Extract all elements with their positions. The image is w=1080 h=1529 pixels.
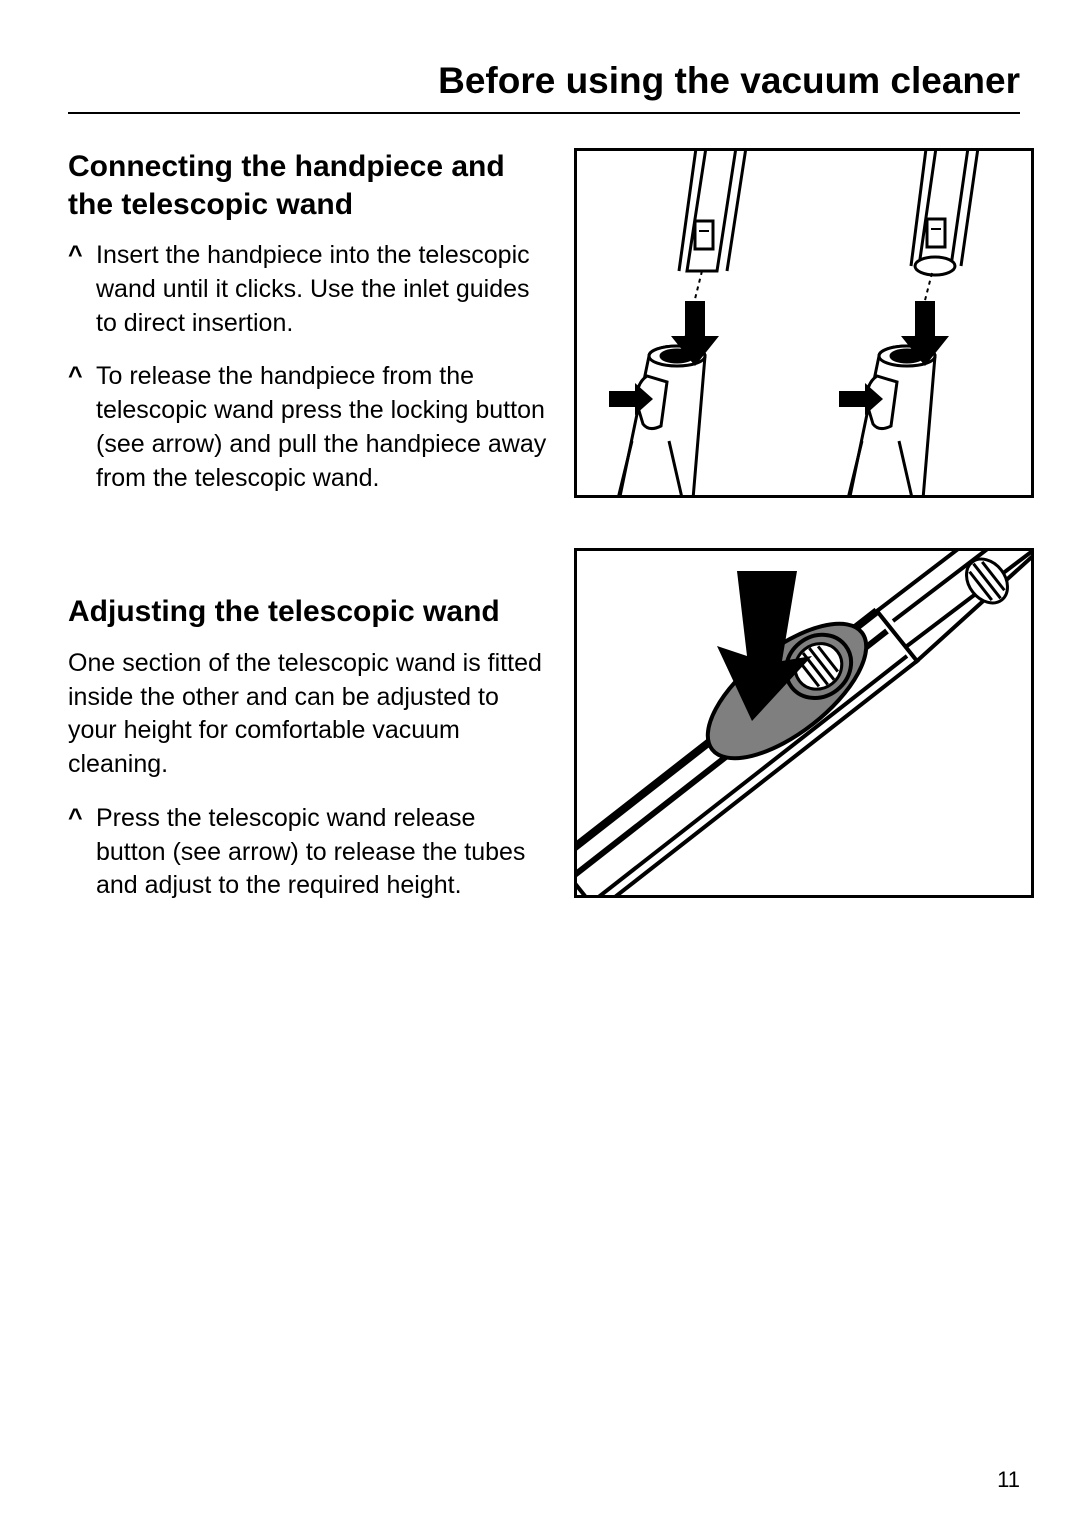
manual-page: Before using the vacuum cleaner Connecti…: [0, 0, 1080, 1529]
section-2-heading: Adjusting the telescopic wand: [68, 593, 548, 631]
telescopic-adjust-diagram-icon: [577, 551, 1031, 895]
handpiece-diagram-icon: [577, 151, 1031, 495]
list-item: To release the handpiece from the telesc…: [68, 360, 548, 495]
section-2-list: Press the telescopic wand release button…: [68, 802, 548, 903]
page-number: 11: [997, 1467, 1020, 1493]
page-title: Before using the vacuum cleaner: [68, 60, 1020, 114]
list-item: Press the telescopic wand release button…: [68, 802, 548, 903]
figure-handpiece-connection: [574, 148, 1034, 498]
text-column: Connecting the handpiece and the telesco…: [68, 148, 548, 948]
section-1-heading: Connecting the handpiece and the telesco…: [68, 148, 548, 223]
section-1-list: Insert the handpiece into the telescopic…: [68, 239, 548, 495]
section-2-intro: One section of the telescopic wand is fi…: [68, 647, 548, 782]
figure-telescopic-adjust: [574, 548, 1034, 898]
list-item: Insert the handpiece into the telescopic…: [68, 239, 548, 340]
figure-column: [574, 148, 1034, 948]
content-columns: Connecting the handpiece and the telesco…: [68, 148, 1020, 948]
